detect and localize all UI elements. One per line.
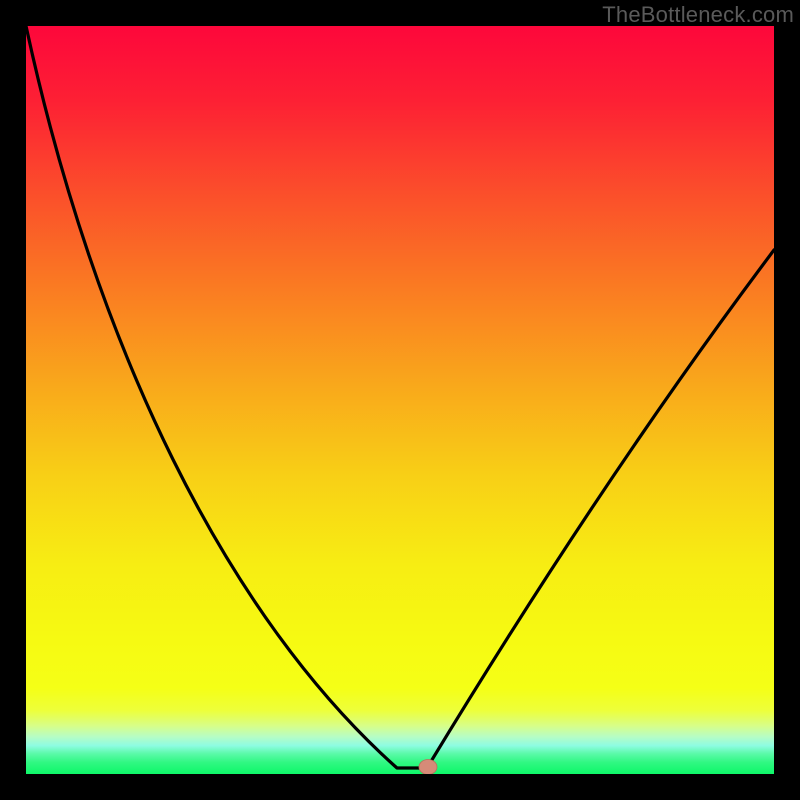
optimum-marker: [419, 760, 437, 775]
watermark-text: TheBottleneck.com: [602, 2, 794, 28]
chart-root: TheBottleneck.com: [0, 0, 800, 800]
plot-background: [26, 26, 774, 774]
chart-svg: [0, 0, 800, 800]
